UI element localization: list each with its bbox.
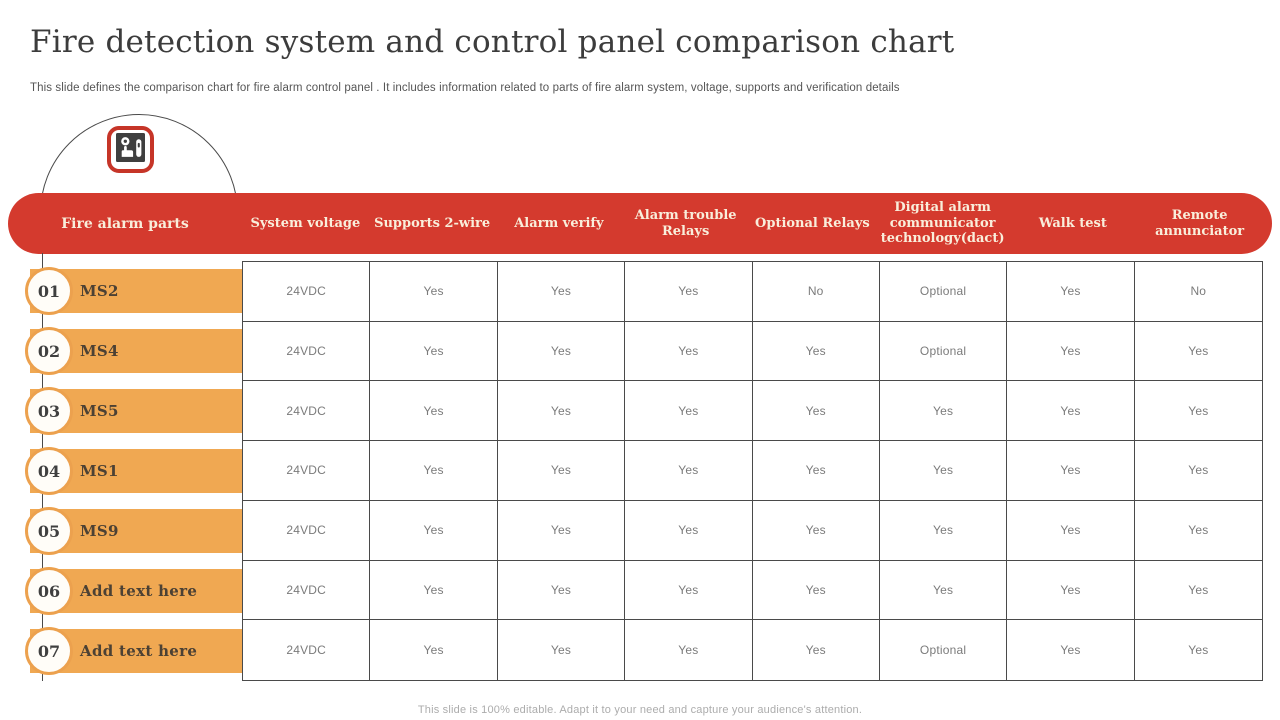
data-cell: Yes bbox=[497, 321, 626, 382]
row-label: MS5 03 bbox=[0, 381, 242, 441]
row-number-badge: 06 bbox=[25, 567, 73, 615]
data-cell: Yes bbox=[625, 381, 753, 442]
data-cell: Yes bbox=[497, 441, 626, 501]
data-cell: Yes bbox=[879, 441, 1008, 501]
data-cell: Yes bbox=[1134, 561, 1262, 621]
data-cell: 24VDC bbox=[243, 500, 371, 561]
data-cell: Yes bbox=[370, 441, 498, 501]
data-cell: Yes bbox=[879, 500, 1008, 561]
data-cell: 24VDC bbox=[243, 560, 371, 621]
row-label-text: Add text here bbox=[80, 582, 198, 600]
data-cell: Yes bbox=[625, 262, 753, 322]
row-label-text: MS1 bbox=[80, 462, 119, 480]
row-label: MS2 01 bbox=[0, 261, 242, 321]
data-cell: Yes bbox=[1134, 322, 1262, 382]
row-number-badge: 04 bbox=[25, 447, 73, 495]
data-cell: Yes bbox=[752, 381, 880, 442]
data-cell: Yes bbox=[370, 500, 498, 561]
data-cell: Yes bbox=[1007, 441, 1135, 501]
data-cell: Yes bbox=[1007, 620, 1135, 680]
column-header: Digital alarm communicator technology(da… bbox=[880, 199, 1005, 247]
data-cell: Yes bbox=[1188, 643, 1209, 658]
data-cell: Yes bbox=[1134, 501, 1262, 561]
row-number-badge: 05 bbox=[25, 507, 73, 555]
data-cell: No bbox=[1134, 262, 1262, 322]
row-number-badge: 07 bbox=[25, 627, 73, 675]
data-cell: Yes bbox=[1134, 381, 1262, 442]
data-cell: Yes bbox=[497, 381, 626, 442]
data-cell: Optional bbox=[879, 262, 1008, 322]
data-cell: 24VDC bbox=[243, 381, 371, 442]
fire-alarm-icon-badge bbox=[107, 126, 154, 173]
data-cell: Yes bbox=[752, 321, 880, 382]
data-cell: Optional bbox=[879, 321, 1008, 382]
data-cell: Yes bbox=[497, 262, 626, 322]
row-label: MS1 04 bbox=[0, 441, 242, 501]
data-cell: Yes bbox=[752, 560, 880, 621]
data-cell: Yes bbox=[370, 262, 498, 322]
data-cell: Yes bbox=[497, 500, 626, 561]
data-cell: Yes bbox=[1007, 500, 1135, 561]
data-cell: Optional bbox=[880, 620, 1008, 680]
data-grid: 24VDC Yes Yes Yes No Optional Yes No 24VDC Yes Yes… bbox=[242, 261, 1263, 681]
row-label-text: MS9 bbox=[80, 522, 119, 540]
column-header: Walk test bbox=[1038, 215, 1107, 231]
data-cell: 24VDC bbox=[243, 321, 371, 382]
data-cell: Yes bbox=[1007, 262, 1135, 322]
table-header-band: Fire alarm parts System voltage Supports 2… bbox=[8, 193, 1272, 254]
data-cell: Yes bbox=[625, 500, 753, 561]
data-cell: Yes bbox=[1007, 560, 1135, 621]
row-number-badge: 01 bbox=[25, 267, 73, 315]
data-cell: Yes bbox=[1007, 381, 1135, 442]
row-label-text: MS5 bbox=[80, 402, 119, 420]
data-cell: 24VDC bbox=[243, 441, 371, 501]
data-cell: Yes bbox=[879, 560, 1008, 621]
data-cell: Yes bbox=[370, 381, 498, 442]
data-cell: Yes bbox=[370, 321, 498, 382]
data-cell: 24VDC bbox=[243, 262, 371, 322]
row-labels: MS2 01 MS4 02 MS5 03 MS1 04 MS9 05 Add text here 06… bbox=[0, 261, 242, 681]
data-cell: No bbox=[752, 262, 880, 322]
row-label: Add text here 07 bbox=[0, 621, 242, 681]
data-cell: Yes bbox=[753, 620, 880, 680]
data-cell: Yes bbox=[879, 381, 1008, 442]
row-label: MS9 05 bbox=[0, 501, 242, 561]
slide-subtitle: This slide defines the comparison chart … bbox=[30, 82, 900, 94]
page-title: Fire detection system and control panel … bbox=[30, 24, 955, 60]
row-label: MS4 02 bbox=[0, 321, 242, 381]
data-cell: Yes bbox=[370, 620, 498, 680]
row-label-text: Add text here bbox=[80, 642, 198, 660]
data-cell: Yes bbox=[625, 321, 753, 382]
data-cell: Yes bbox=[752, 500, 880, 561]
fire-alarm-call-point-icon bbox=[116, 132, 145, 167]
column-header: Supports 2-wire bbox=[374, 215, 491, 231]
column-header: Remote annunciator bbox=[1155, 207, 1245, 239]
data-cell: Yes bbox=[625, 560, 753, 621]
row-number-badge: 02 bbox=[25, 327, 73, 375]
column-header: Alarm trouble Relays bbox=[634, 207, 737, 239]
data-cell: 24VDC bbox=[243, 620, 371, 680]
data-cell: Yes bbox=[625, 620, 753, 680]
row-label-text: MS4 bbox=[80, 342, 119, 360]
row-label: Add text here 06 bbox=[0, 561, 242, 621]
row-label-text: MS2 bbox=[80, 282, 119, 300]
footer-note: This slide is 100% editable. Adapt it to… bbox=[417, 704, 863, 716]
column-header: Alarm verify bbox=[514, 215, 604, 231]
data-cell: Yes bbox=[1007, 321, 1135, 382]
row-number-badge: 03 bbox=[25, 387, 73, 435]
column-header: System voltage bbox=[250, 215, 361, 231]
column-header: Optional Relays bbox=[755, 215, 870, 231]
data-cell: Yes bbox=[498, 620, 626, 680]
data-cell: Yes bbox=[1134, 441, 1262, 501]
data-cell: Yes bbox=[370, 560, 498, 621]
column-header: Fire alarm parts bbox=[61, 215, 189, 232]
data-cell: Yes bbox=[625, 441, 753, 501]
data-cell: Yes bbox=[497, 560, 626, 621]
data-cell: Yes bbox=[752, 441, 880, 501]
